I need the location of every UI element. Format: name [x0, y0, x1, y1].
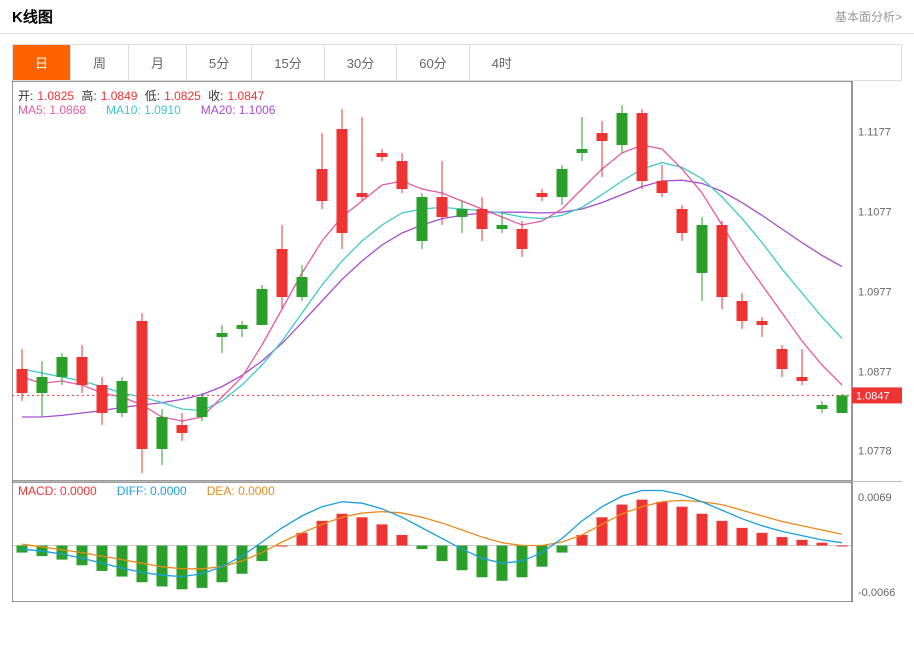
svg-text:1.1077: 1.1077: [858, 206, 892, 218]
svg-text:1.0847: 1.0847: [856, 390, 890, 402]
tab-月[interactable]: 月: [129, 45, 187, 80]
tab-5分[interactable]: 5分: [187, 45, 252, 80]
svg-text:-0.0066: -0.0066: [858, 587, 895, 599]
tab-4时[interactable]: 4时: [470, 45, 534, 80]
svg-text:1.0977: 1.0977: [858, 286, 892, 298]
svg-text:1.1177: 1.1177: [858, 126, 891, 138]
tab-60分[interactable]: 60分: [397, 45, 469, 80]
tab-15分[interactable]: 15分: [252, 45, 324, 80]
analysis-link[interactable]: 基本面分析>: [835, 8, 902, 25]
timeframe-tabs: 日周月5分15分30分60分4时: [12, 44, 902, 81]
ma-readout: MA5: 1.0868MA10: 1.0910MA20: 1.1006: [18, 103, 295, 117]
ohlc-readout: 开:1.0825 高:1.0849 低:1.0825 收:1.0847: [18, 87, 268, 104]
candlestick-chart[interactable]: 1.0778 1.0877 1.0977 1.1077 1.1177 1.0847: [12, 81, 902, 481]
macd-chart[interactable]: -0.0066 0.0069: [12, 482, 902, 602]
tab-周[interactable]: 周: [71, 45, 129, 80]
page-title: K线图: [12, 6, 53, 27]
svg-text:0.0069: 0.0069: [858, 492, 892, 504]
svg-text:1.0877: 1.0877: [858, 366, 892, 378]
svg-text:1.0778: 1.0778: [858, 446, 892, 458]
tab-30分[interactable]: 30分: [325, 45, 397, 80]
macd-readout: MACD: 0.0000DIFF: 0.0000DEA: 0.0000: [18, 484, 295, 498]
tab-日[interactable]: 日: [13, 45, 71, 80]
